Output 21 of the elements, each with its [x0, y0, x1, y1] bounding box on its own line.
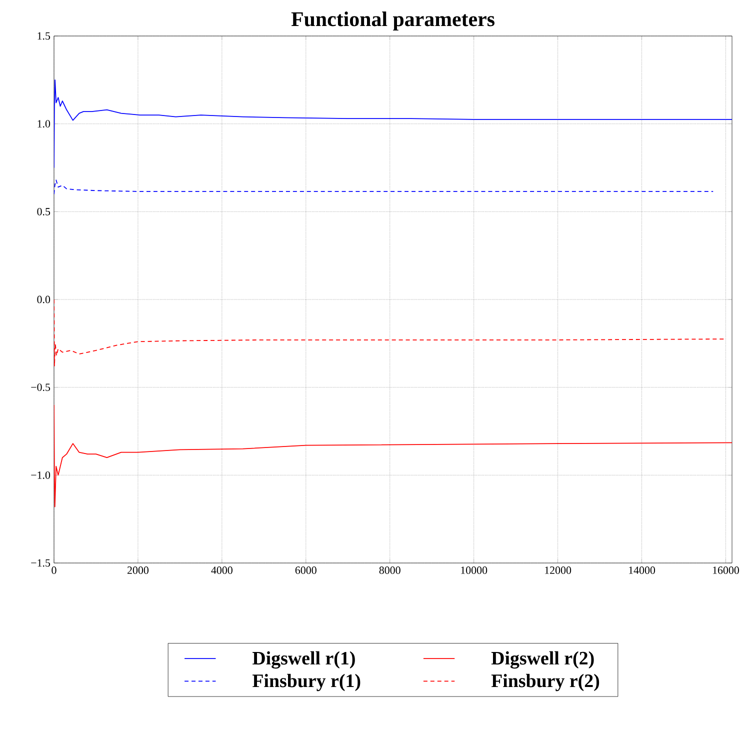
chart-title: Functional parameters — [291, 12, 494, 30]
legend-label: Finsbury r(1) — [252, 674, 360, 692]
y-tick-label: 1.5 — [38, 32, 50, 40]
x-tick-label: 10000 — [461, 566, 488, 574]
x-tick-label: 8000 — [379, 566, 400, 574]
legend-label: Digswell r(2) — [491, 651, 594, 669]
x-tick-label: 14000 — [629, 566, 656, 574]
x-tick-label: 2000 — [127, 566, 149, 574]
x-tick-label: 6000 — [295, 566, 316, 574]
y-tick-label: 0.0 — [37, 296, 50, 304]
x-tick-label: 4000 — [211, 566, 232, 574]
y-tick-label: 1.0 — [38, 120, 50, 128]
y-tick-label: −1.5 — [31, 559, 50, 567]
legend-label: Finsbury r(2) — [491, 674, 600, 692]
y-tick-label: −0.5 — [31, 384, 50, 392]
x-tick-label: 16000 — [712, 566, 739, 574]
x-tick-label: 12000 — [545, 566, 572, 574]
legend-label: Digswell r(1) — [252, 651, 355, 669]
x-tick-label: 0 — [52, 566, 56, 574]
y-tick-label: −1.0 — [31, 471, 50, 479]
y-tick-label: 0.5 — [37, 208, 50, 216]
